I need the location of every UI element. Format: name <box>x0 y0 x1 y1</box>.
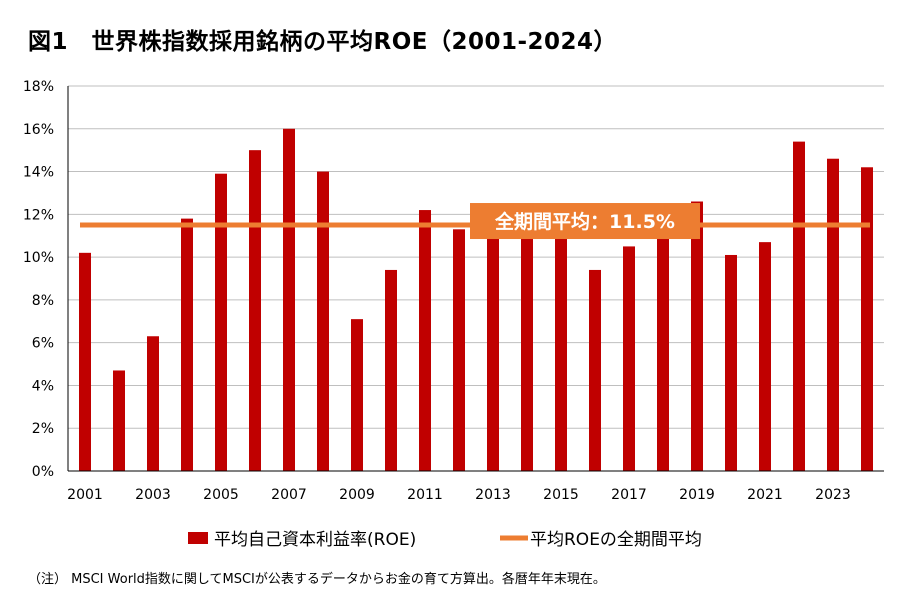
bar <box>555 225 567 471</box>
legend: 平均自己資本利益率(ROE) 平均ROEの全期間平均 <box>188 530 702 550</box>
bar <box>215 173 227 471</box>
legend-bar-label: 平均自己資本利益率(ROE) <box>214 530 416 550</box>
average-label: 全期間平均：11.5% <box>470 203 700 240</box>
bar <box>79 252 91 471</box>
x-tick-label: 2001 <box>67 487 103 503</box>
bar <box>249 150 261 471</box>
y-tick-label: 16% <box>23 122 54 138</box>
average-label-text: 全期間平均：11.5% <box>494 210 675 233</box>
x-tick-label: 2011 <box>407 487 443 503</box>
bar <box>623 246 635 471</box>
bar <box>827 158 839 471</box>
bar <box>113 370 125 471</box>
chart-title: 図1 世界株指数採用銘柄の平均ROE（2001-2024） <box>28 29 618 55</box>
bar <box>657 225 669 471</box>
x-tick-label: 2015 <box>543 487 579 503</box>
y-tick-label: 14% <box>23 165 54 181</box>
y-tick-label: 18% <box>23 79 54 95</box>
legend-line-label: 平均ROEの全期間平均 <box>530 530 702 550</box>
y-tick-label: 2% <box>32 421 54 437</box>
footnote: （注） MSCI World指数に関してMSCIが公表するデータからお金の育て方… <box>28 572 606 587</box>
y-tick-label: 6% <box>32 336 54 352</box>
bar-series <box>79 128 873 472</box>
bar <box>589 269 601 471</box>
bar <box>453 229 465 471</box>
y-tick-label: 8% <box>32 293 54 309</box>
y-axis-ticks: 0% 2% 4% 6% 8% 10% 12% 14% 16% 18% <box>23 79 54 480</box>
bar <box>283 128 295 471</box>
bar <box>419 210 431 472</box>
x-tick-label: 2017 <box>611 487 647 503</box>
bar <box>861 167 873 471</box>
x-tick-label: 2023 <box>815 487 851 503</box>
y-tick-label: 4% <box>32 378 54 394</box>
bar <box>521 225 533 471</box>
legend-bar-swatch <box>188 532 208 544</box>
bar <box>181 218 193 471</box>
x-tick-label: 2021 <box>747 487 783 503</box>
bar <box>487 225 499 471</box>
y-tick-label: 10% <box>23 250 54 266</box>
roe-bar-chart: 0%2%4%6%8%10%12%14%16%18% 2001 2003 2005 20… <box>23 79 884 550</box>
bar <box>793 141 805 471</box>
x-tick-label: 2005 <box>203 487 239 503</box>
x-tick-label: 2009 <box>339 487 375 503</box>
x-tick-label: 2013 <box>475 487 511 503</box>
y-tick-label: 0% <box>32 464 54 480</box>
x-tick-label: 2007 <box>271 487 307 503</box>
bar <box>385 269 397 471</box>
y-tick-label: 12% <box>23 207 54 223</box>
bar <box>147 336 159 471</box>
x-tick-label: 2003 <box>135 487 171 503</box>
bar <box>759 242 771 471</box>
bar <box>725 254 737 471</box>
bar <box>351 319 363 471</box>
bar <box>317 171 329 472</box>
x-tick-label: 2019 <box>679 487 715 503</box>
bar <box>691 201 703 471</box>
x-axis-ticks: 2001 2003 2005 2007 2009 2011 2013 2015 2017 2019… <box>67 487 851 503</box>
average-label-background <box>470 203 700 240</box>
